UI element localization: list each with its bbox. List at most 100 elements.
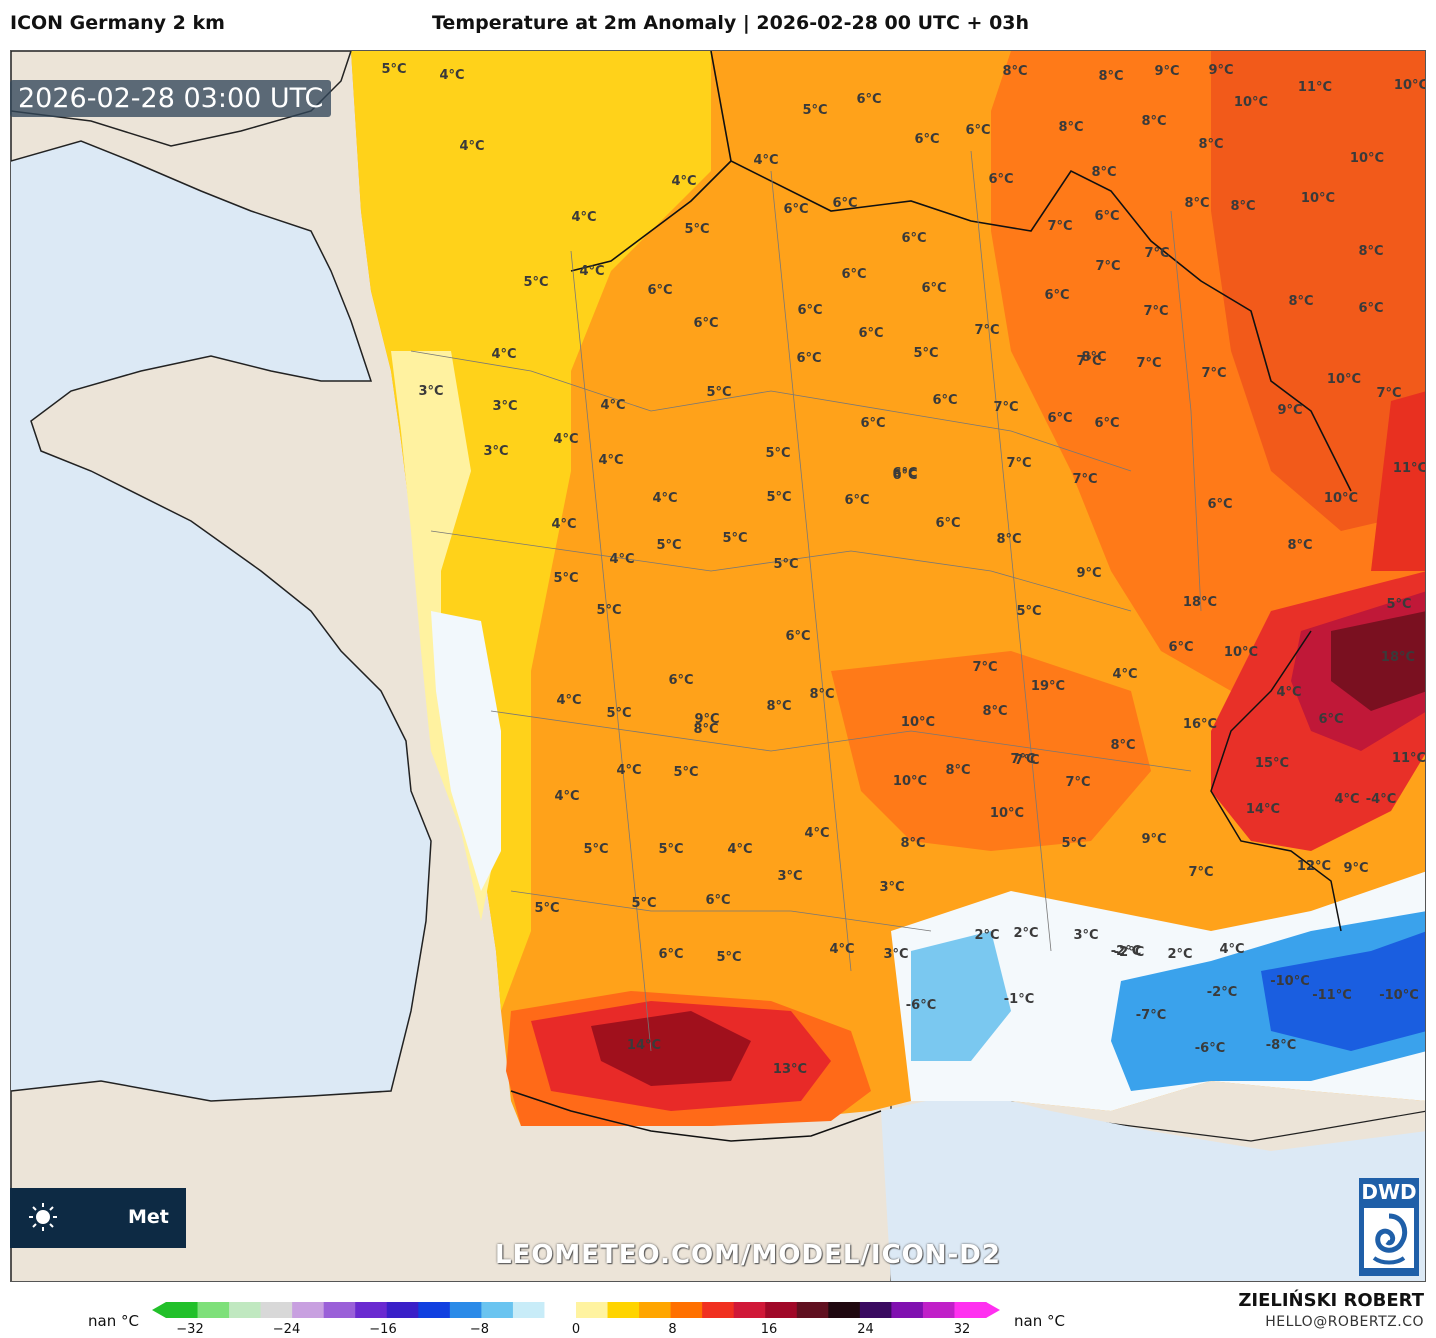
temperature-label: 3°C <box>883 947 908 962</box>
meteo-logo[interactable]: Met <box>10 1188 186 1248</box>
logo-text: Met <box>128 1206 169 1228</box>
temperature-label: 5°C <box>583 842 608 857</box>
temperature-label: 6°C <box>935 516 960 531</box>
temperature-label: 6°C <box>988 172 1013 187</box>
temperature-label: -2°C <box>1111 944 1141 959</box>
temperature-label: 9°C <box>1277 403 1302 418</box>
colorbar-cell <box>260 1302 293 1318</box>
temperature-label: 6°C <box>860 416 885 431</box>
temperature-label: 6°C <box>783 202 808 217</box>
temperature-label: 2°C <box>1013 926 1038 941</box>
colorbar <box>152 1302 1000 1318</box>
colorbar-tick-label: 8 <box>668 1322 677 1337</box>
temperature-label: -6°C <box>906 998 936 1013</box>
colorbar-cell <box>859 1302 892 1318</box>
model-title: ICON Germany 2 km <box>10 12 225 34</box>
temperature-label: 2°C <box>974 928 999 943</box>
temperature-label: 8°C <box>1098 69 1123 84</box>
temperature-label: 4°C <box>571 210 596 225</box>
temperature-label: 13°C <box>773 1062 807 1077</box>
temperature-label: -6°C <box>1195 1041 1225 1056</box>
temperature-label: 4°C <box>1219 942 1244 957</box>
temperature-label: 8°C <box>1184 196 1209 211</box>
temperature-label: 5°C <box>706 385 731 400</box>
watermark: LEOMETEO.COM/MODEL/ICON-D2 <box>495 1240 1001 1270</box>
temperature-label: 6°C <box>668 673 693 688</box>
temperature-label: 5°C <box>381 62 406 77</box>
temperature-label: 5°C <box>606 706 631 721</box>
temperature-label: 8°C <box>693 722 718 737</box>
temperature-label: 7°C <box>1065 775 1090 790</box>
temperature-label: 9°C <box>1343 861 1368 876</box>
temperature-label: 7°C <box>1144 246 1169 261</box>
temperature-label: 4°C <box>829 942 854 957</box>
temperature-label: 10°C <box>1394 78 1426 93</box>
temperature-label: 8°C <box>982 704 1007 719</box>
temperature-label: 8°C <box>1058 120 1083 135</box>
temperature-label-layer: 5°C 4°C4°C5°C6°C8°C 8°C 9°C 9°C11°C 10°C10°C6… <box>381 62 1426 1077</box>
temperature-label: 8°C <box>1002 64 1027 79</box>
colorbar-tick-label: −16 <box>369 1322 397 1337</box>
temperature-label: 4°C <box>579 264 604 279</box>
temperature-label: 5°C <box>596 603 621 618</box>
temperature-label: 4°C <box>609 552 634 567</box>
temperature-label: 7°C <box>993 400 1018 415</box>
temperature-label: 10°C <box>1327 372 1361 387</box>
temperature-label: 9°C <box>1141 832 1166 847</box>
temperature-label: 5°C <box>523 275 548 290</box>
temperature-label: 9°C <box>1154 64 1179 79</box>
temperature-label: 10°C <box>1324 491 1358 506</box>
temperature-label: 10°C <box>901 715 935 730</box>
temperature-label: 6°C <box>921 281 946 296</box>
temperature-label: 7°C <box>1136 356 1161 371</box>
temperature-label: 8°C <box>900 836 925 851</box>
temperature-label: 6°C <box>914 132 939 147</box>
temperature-label: 8°C <box>945 763 970 778</box>
temperature-label: 6°C <box>785 629 810 644</box>
temperature-label: 7°C <box>1014 753 1039 768</box>
temperature-label: 7°C <box>1076 354 1101 369</box>
temperature-label: 3°C <box>1073 928 1098 943</box>
temperature-label: -2°C <box>1114 945 1144 960</box>
temperature-label: 6°C <box>1318 712 1343 727</box>
temperature-label: 7°C <box>1376 386 1401 401</box>
temperature-label: 8°C <box>1141 114 1166 129</box>
colorbar-tick-label: 16 <box>760 1322 778 1337</box>
colorbar-tick-label: 0 <box>571 1322 581 1337</box>
temperature-label: 4°C <box>554 789 579 804</box>
temperature-label: -10°C <box>1379 988 1419 1003</box>
temperature-label: 8°C <box>1288 294 1313 309</box>
temperature-label: 9°C <box>694 712 719 727</box>
temperature-label: 7°C <box>1095 259 1120 274</box>
colorbar-tick-label: 32 <box>953 1322 971 1337</box>
colorbar-tick-label: −32 <box>176 1322 204 1337</box>
temperature-label: 8°C <box>1081 350 1106 365</box>
temperature-label: 5°C <box>1016 604 1041 619</box>
colorbar-cell <box>386 1302 419 1318</box>
temperature-label: 8°C <box>766 699 791 714</box>
temperature-anomaly-map[interactable]: 5°C 4°C 4°C 5°C 6°C 8°C 8°C 9°C 9°C 11°C 10°C 10°C 6… <box>10 50 1426 1282</box>
dwd-logo[interactable]: DWD <box>1359 1178 1419 1276</box>
temperature-label: 6°C <box>841 267 866 282</box>
temperature-label: 5°C <box>716 950 741 965</box>
temperature-label: 15°C <box>1255 756 1289 771</box>
temperature-label: 6°C <box>1168 640 1193 655</box>
temperature-label: 3°C <box>483 444 508 459</box>
temperature-label: 5°C <box>631 896 656 911</box>
colorbar-cell <box>323 1302 356 1318</box>
temperature-label: 6°C <box>858 326 883 341</box>
temperature-label: 7°C <box>1006 456 1031 471</box>
temperature-label: 5°C <box>773 557 798 572</box>
temperature-label: 7°C <box>972 660 997 675</box>
temperature-label: 10°C <box>1224 645 1258 660</box>
temperature-label: 11°C <box>1298 80 1332 95</box>
temperature-label: 8°C <box>1091 165 1116 180</box>
temperature-label: 3°C <box>418 384 443 399</box>
colorbar-cell <box>954 1302 987 1318</box>
colorbar-cell <box>544 1302 577 1318</box>
temperature-label: 4°C <box>439 68 464 83</box>
colorbar-cell <box>891 1302 924 1318</box>
temperature-label: 7°C <box>1143 304 1168 319</box>
temperature-label: -4°C <box>1366 792 1396 807</box>
temperature-label: 6°C <box>647 283 672 298</box>
